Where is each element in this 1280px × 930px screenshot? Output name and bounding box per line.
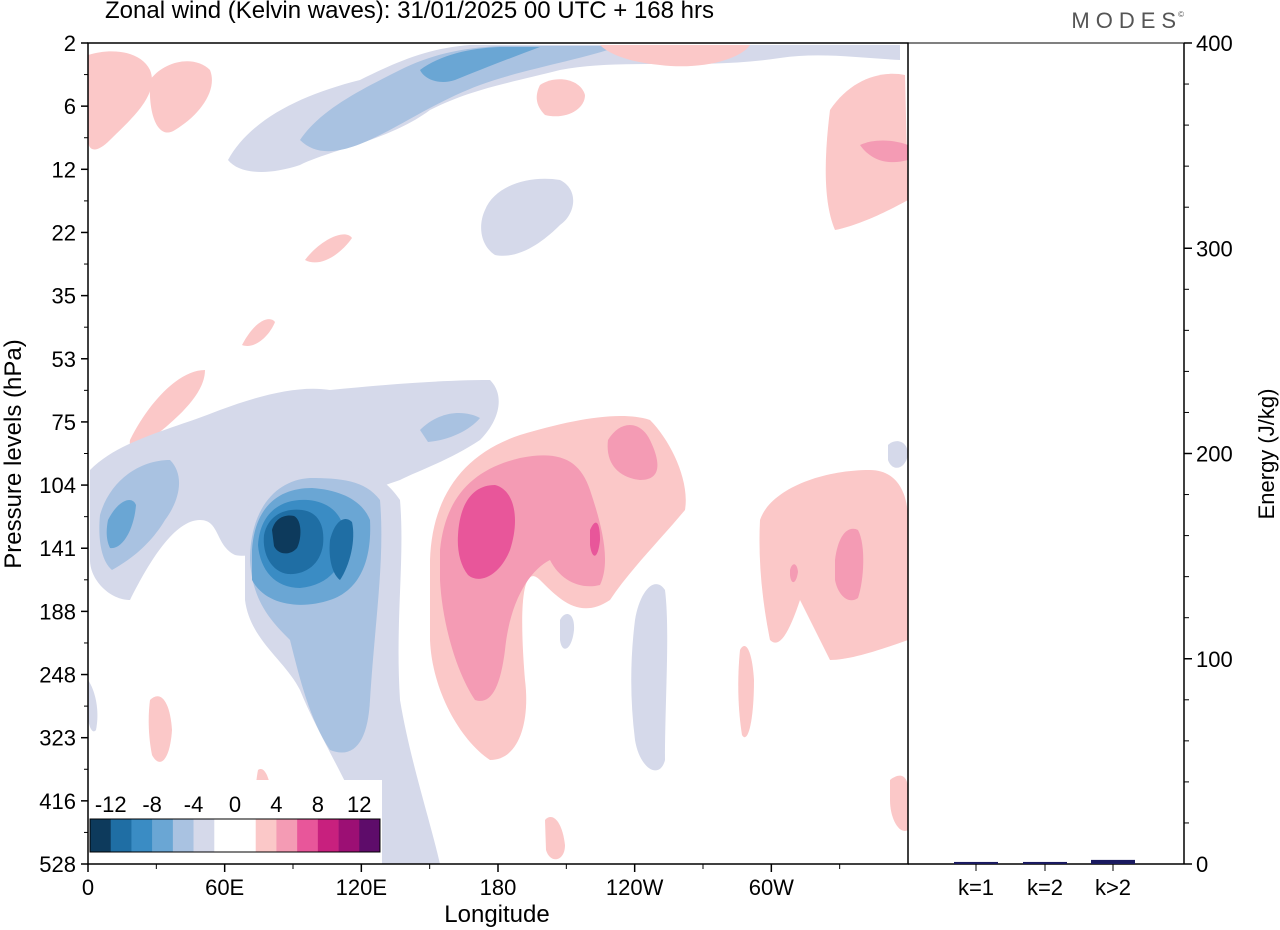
axes: 2 6 12 22 35 53 75 104 141 188 248 323 416 528 Pressur… — [0, 31, 841, 928]
bar-category-label: k=1 — [958, 875, 994, 900]
contour-neg-secondary — [329, 519, 354, 580]
colorbar-label: -8 — [142, 792, 162, 817]
contour-pos-upper-right-2 — [860, 140, 908, 163]
y-tick-label: 188 — [39, 599, 76, 624]
brand-text: MODES — [1071, 8, 1183, 33]
contour-neg-upper-3 — [420, 47, 540, 82]
contour-pos-upper-left-2 — [149, 61, 212, 133]
colorbar-label: -4 — [184, 792, 204, 817]
contour-neg-low-east — [631, 584, 668, 771]
x-tick-label: 120E — [336, 875, 387, 900]
y-tick-label: 53 — [52, 347, 76, 372]
colorbar-label: 8 — [312, 792, 324, 817]
contour-neg-mid — [481, 178, 574, 256]
colorbar: -12 -8 -4 0 4 8 12 — [88, 780, 382, 864]
contour-pos-pacific-east — [607, 425, 658, 480]
contour-pos-east-core — [835, 528, 864, 601]
energy-tick-label: 100 — [1196, 647, 1233, 672]
x-tick-label: 180 — [480, 875, 517, 900]
x-axis-label: Longitude — [444, 901, 549, 928]
colorbar-swatch — [297, 819, 319, 852]
contour-neg-mid-thin — [420, 413, 480, 442]
y-tick-label: 141 — [39, 536, 76, 561]
colorbar-label: -12 — [95, 792, 127, 817]
y-tick-label: 104 — [39, 473, 76, 498]
colorbar-swatch — [131, 819, 153, 852]
energy-bar — [1091, 859, 1135, 864]
brand-logo: MODES© — [1071, 8, 1188, 34]
energy-bar — [954, 861, 998, 864]
colorbar-swatch — [338, 819, 360, 852]
contour-pos-low-east — [738, 645, 754, 738]
contour-pos-pacific-core — [457, 485, 515, 579]
y-tick-label: 323 — [39, 726, 76, 751]
colorbar-frame — [89, 818, 381, 853]
chart-title: Zonal wind (Kelvin waves): 31/01/2025 00… — [105, 0, 714, 24]
contour-pos-east-dot — [790, 564, 798, 583]
colorbar-swatch — [276, 819, 298, 852]
y-tick-label: 6 — [64, 94, 76, 119]
contour-pos-upper-left — [88, 51, 152, 150]
y-tick-label: 248 — [39, 663, 76, 688]
energy-tick-label: 400 — [1196, 31, 1233, 56]
contour-neg-right-edge — [888, 441, 908, 468]
colorbar-swatch — [235, 819, 257, 852]
bar-category-label: k=2 — [1027, 875, 1063, 900]
contour-neg-upper-2 — [300, 46, 620, 152]
contour-pos-stripe-3 — [129, 370, 205, 449]
colorbar-swatch — [193, 819, 215, 852]
colorbar-swatch — [359, 819, 381, 852]
colorbar-swatch — [214, 819, 236, 852]
y-axis-label: Pressure levels (hPa) — [0, 339, 27, 568]
colorbar-label: 4 — [270, 792, 282, 817]
x-tick-label: 60W — [749, 875, 794, 900]
colorbar-swatch — [317, 819, 339, 852]
y-tick-label: 528 — [39, 852, 76, 877]
colorbar-swatch — [90, 819, 112, 852]
y-tick-label: 75 — [52, 410, 76, 435]
y-tick-label: 22 — [52, 220, 76, 245]
colorbar-label: 12 — [347, 792, 371, 817]
contour-neg-western-2 — [106, 500, 136, 549]
contour-pos-low-left — [148, 696, 172, 762]
contour-neg-core-5 — [272, 515, 301, 554]
brand-mark: © — [1178, 10, 1184, 19]
colorbar-label: 0 — [229, 792, 241, 817]
contour-pos-stripe-1 — [242, 319, 275, 346]
x-tick-label: 120W — [606, 875, 664, 900]
contour-pos-upper-top — [600, 45, 750, 67]
contour-pos-pacific-tail — [590, 522, 600, 556]
contour-pos-stripe-2 — [305, 234, 352, 263]
energy-axis-label: Energy (J/kg) — [1254, 389, 1279, 520]
contour-neg-low-dot — [560, 614, 575, 649]
energy-bars: 0 100 200 300 400 Energy (J/kg) k=1 k=2 k>2 — [954, 31, 1279, 900]
y-tick-label: 12 — [52, 157, 76, 182]
contour-pos-east-outer — [759, 470, 908, 660]
energy-tick-label: 200 — [1196, 442, 1233, 467]
y-tick-label: 35 — [52, 284, 76, 309]
bar-category-label: k>2 — [1095, 875, 1131, 900]
energy-tick-label: 300 — [1196, 236, 1233, 261]
colorbar-swatch — [110, 819, 132, 852]
energy-bar — [1023, 861, 1067, 864]
energy-tick-label: 0 — [1196, 852, 1208, 877]
contour-pos-low-mid — [545, 817, 565, 860]
contour-neg-left-edge — [88, 680, 98, 732]
contour-field — [88, 45, 908, 864]
y-tick-label: 2 — [64, 31, 76, 56]
y-tick-label: 416 — [39, 789, 76, 814]
x-tick-label: 0 — [82, 875, 94, 900]
colorbar-swatch — [255, 819, 277, 852]
contour-pos-low-right — [890, 775, 908, 831]
colorbar-swatch — [172, 819, 194, 852]
colorbar-swatch — [152, 819, 174, 852]
x-tick-label: 60E — [205, 875, 244, 900]
contour-pos-upper-mid — [536, 79, 585, 117]
